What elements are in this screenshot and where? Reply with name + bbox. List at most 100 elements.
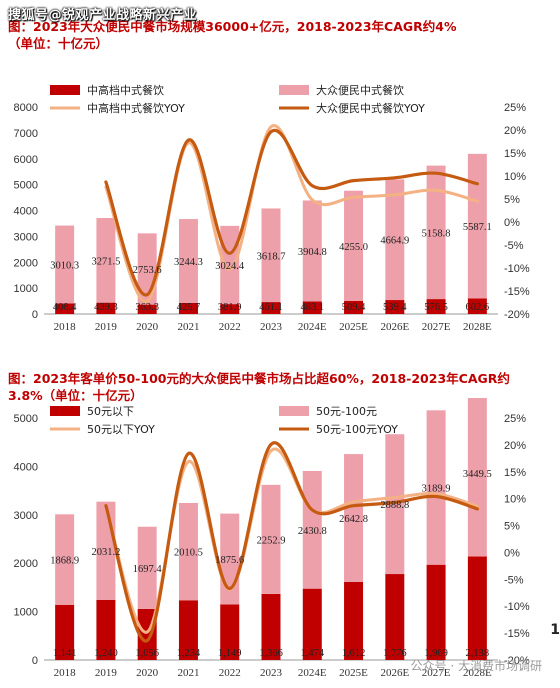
chart1-bar-label-top: 4255.0 — [339, 242, 368, 253]
chart1-bar-label-top: 5587.1 — [463, 222, 492, 233]
chart1-bar-label-bottom: 461.1 — [259, 302, 283, 313]
chart1-bar-label-bottom: 483.1 — [300, 302, 324, 313]
watermark-bottom: 公众号 · 大消费市场调研 — [410, 659, 542, 673]
chart1-x-tick-label: 2028E — [463, 321, 492, 333]
chart1-y-tick-label: 6000 — [14, 154, 38, 166]
chart1-bar-label-top: 4664.9 — [380, 236, 409, 247]
chart1-y2-tick-label: 20% — [504, 125, 526, 137]
chart2-x-tick-label: 2019 — [95, 667, 118, 679]
chart1-x-tick-label: 2023 — [260, 321, 283, 333]
chart2-y2-tick-label: -10% — [504, 601, 530, 613]
chart2-bar-label-bottom: 1,149 — [218, 648, 242, 659]
chart1-x-tick-label: 2026E — [380, 321, 409, 333]
chart2-bar-below-50 — [302, 588, 322, 660]
chart1-bar-label-top: 3244.3 — [174, 257, 203, 268]
chart1-bar-mid-high — [467, 298, 487, 314]
chart1-bar-mass-market — [385, 179, 405, 301]
chart1-bar-label-top: 5158.8 — [422, 228, 451, 239]
chart1-bar-label-top: 3618.7 — [257, 251, 286, 262]
chart2-bar-50-100 — [302, 471, 322, 589]
chart1-y-tick-label: 4000 — [14, 206, 38, 218]
chart2-bar-below-50 — [96, 599, 116, 660]
chart2-bar-below-50 — [178, 600, 198, 660]
chart1-x-tick-label: 2027E — [422, 321, 451, 333]
chart1-legend-label: 中高档中式餐饮 — [87, 83, 164, 97]
chart2-y2-tick-label: -20% — [504, 655, 530, 667]
chart2-title-line1: 图：2023年客单价50-100元的大众便民中餐市场占比超60%，2018-20… — [8, 371, 510, 386]
chart2-legend-label: 50元-100元YOY — [316, 423, 398, 436]
chart1-bar-label-bottom: 439.3 — [94, 302, 118, 313]
chart2-bar-label-bottom: 1,056 — [135, 648, 159, 659]
chart1-bar-mass-market — [96, 217, 116, 303]
chart2-y-tick-label: 5000 — [14, 413, 38, 425]
chart1-x-tick-label: 2024E — [298, 321, 327, 333]
chart2-bar-below-50 — [426, 564, 446, 660]
chart1-bar-mid-high — [220, 304, 240, 314]
chart2-bar-label-top: 1697.4 — [133, 564, 163, 575]
chart2-y-tick-label: 0 — [32, 655, 38, 667]
chart1-bar-label-bottom: 363.3 — [135, 302, 159, 313]
chart1-legend-swatch — [50, 85, 80, 95]
chart2-y2-tick-label: -5% — [504, 574, 524, 586]
chart1-bar-label-bottom: 602.6 — [466, 302, 490, 313]
chart1-bar-mass-market — [467, 153, 487, 299]
chart2-x-tick-label: 2021 — [177, 667, 199, 679]
chart1-bar-label-top: 3010.3 — [50, 260, 79, 271]
chart2-bar-label-bottom: 1,969 — [424, 648, 448, 659]
chart1-title: 图：2023年大众便民中餐市场规模36000+亿元，2018-2023年CAGR… — [8, 18, 553, 52]
chart1-title-line2: （单位：十亿元） — [8, 36, 109, 51]
chart2-yoy-line-1 — [104, 447, 479, 634]
page-number: 1 — [550, 622, 560, 638]
chart1-bar-label-bottom: 381.9 — [218, 302, 242, 313]
chart2-bar-label-top: 3449.5 — [463, 469, 492, 480]
chart2-legend-swatch — [50, 406, 80, 416]
chart2-y-tick-label: 4000 — [14, 461, 38, 473]
chart2-bar-below-50 — [467, 556, 487, 660]
chart2-bar-label-bottom: 1,776 — [383, 648, 407, 659]
chart2-y2-tick-label: 25% — [504, 413, 526, 425]
chart2-y-tick-label: 3000 — [14, 510, 38, 522]
chart2-bar-50-100 — [55, 514, 75, 605]
chart2-bar-label-top: 1868.9 — [50, 556, 79, 567]
chart1-legend-swatch — [279, 85, 309, 95]
chart2-bar-label-top: 2642.8 — [339, 514, 368, 525]
chart2-bar-below-50 — [55, 604, 75, 660]
chart1-bar-mass-market — [261, 208, 281, 303]
chart2-bar-50-100 — [261, 484, 281, 594]
chart2-x-tick-label: 2025E — [339, 667, 368, 679]
chart2-bar-label-top: 2031.2 — [91, 547, 120, 558]
chart1-svg: 0 1000 2000 3000 4000 5000 6000 7000 8000 -20% -15… — [14, 83, 530, 333]
chart2-bar-label-bottom: 2,138 — [466, 648, 490, 659]
chart2-bar-label-top: 2888.8 — [380, 500, 409, 511]
chart1-bar-mid-high — [55, 303, 75, 314]
chart1-bar-label-bottom: 408.4 — [53, 302, 77, 313]
chart2-y2-tick-label: 5% — [504, 521, 520, 533]
chart2-x-tick-label: 2024E — [298, 667, 327, 679]
chart2-x-tick-label: 2020 — [136, 667, 159, 679]
chart2-x-tick-label: 2018 — [54, 667, 77, 679]
chart2-y2-tick-label: 0% — [504, 547, 520, 559]
chart2-bar-below-50 — [344, 581, 364, 660]
chart2-legend-swatch — [279, 406, 309, 416]
chart2-x-tick-label: 2023 — [260, 667, 283, 679]
chart2-title-line2: 3.8%（单位：十亿元） — [8, 388, 143, 403]
chart1-bar-mid-high — [344, 300, 364, 314]
chart1-y2-tick-label: -5% — [504, 240, 524, 252]
chart1-x-tick-label: 2019 — [95, 321, 118, 333]
chart2-bar-label-bottom: 1,240 — [94, 648, 118, 659]
chart1-bar-mid-high — [178, 302, 198, 314]
chart2-x-tick-label: 2026E — [380, 667, 409, 679]
chart2-y2-tick-label: -15% — [504, 628, 530, 640]
chart1-y-tick-label: 8000 — [14, 102, 38, 114]
chart2-bar-below-50 — [220, 604, 240, 660]
chart1-x-tick-label: 2021 — [177, 321, 199, 333]
chart1-y2-tick-label: 0% — [504, 217, 520, 229]
chart2-bar-label-bottom: 1,474 — [300, 648, 324, 659]
chart2-bar-label-top: 2010.5 — [174, 548, 203, 559]
chart1-bar-mass-market — [344, 190, 364, 301]
chart1-y2-tick-label: -15% — [504, 286, 530, 298]
chart1-bar-mid-high — [302, 301, 322, 314]
chart1-x-tick-label: 2022 — [219, 321, 241, 333]
chart1-y-tick-label: 2000 — [14, 257, 38, 269]
chart1-y2-tick-label: 25% — [504, 102, 526, 114]
